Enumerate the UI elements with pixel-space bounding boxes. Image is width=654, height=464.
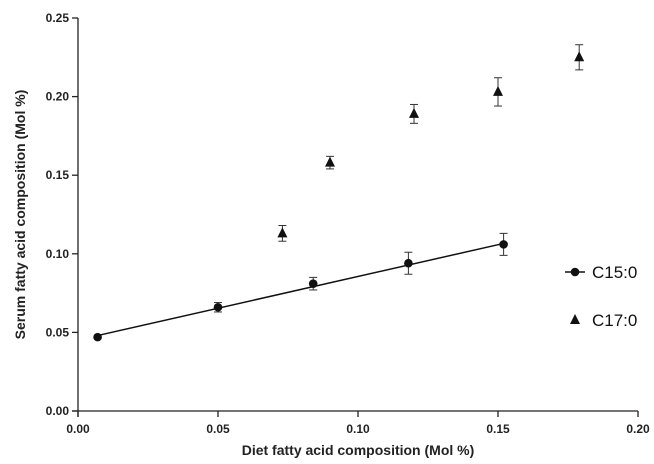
legend-marker-1 xyxy=(570,314,580,324)
series-1-point xyxy=(493,85,503,96)
y-tick-label: 0.20 xyxy=(46,90,70,104)
legend-label-0: C15:0 xyxy=(592,263,637,282)
x-tick-label: 0.15 xyxy=(486,422,510,436)
series-1-point xyxy=(574,51,585,62)
legend-label-1: C17:0 xyxy=(592,311,637,330)
series-0-point xyxy=(213,302,223,312)
series-0-point xyxy=(404,258,413,268)
x-tick-label: 0.10 xyxy=(346,422,370,436)
y-tick-label: 0.25 xyxy=(46,11,70,25)
x-tick-label: 0.20 xyxy=(626,422,650,436)
y-tick-label: 0.10 xyxy=(46,247,70,261)
legend-marker-0 xyxy=(570,267,580,277)
series-1-point xyxy=(409,107,419,118)
x-tick-label: 0.00 xyxy=(66,422,90,436)
y-axis-title: Serum fatty acid composition (Mol %) xyxy=(12,90,28,340)
series-0-point xyxy=(93,332,102,342)
series-0-fit-line xyxy=(97,242,507,337)
x-tick-label: 0.05 xyxy=(206,422,230,436)
y-tick-label: 0.15 xyxy=(46,168,70,182)
series-0-point xyxy=(499,240,508,249)
y-tick-label: 0.05 xyxy=(46,325,70,339)
y-tick-label: 0.00 xyxy=(46,404,70,418)
series-0-point xyxy=(308,279,318,288)
x-axis-title: Diet fatty acid composition (Mol %) xyxy=(242,442,475,458)
series-1-point xyxy=(277,227,288,238)
series-1-point xyxy=(325,156,335,167)
